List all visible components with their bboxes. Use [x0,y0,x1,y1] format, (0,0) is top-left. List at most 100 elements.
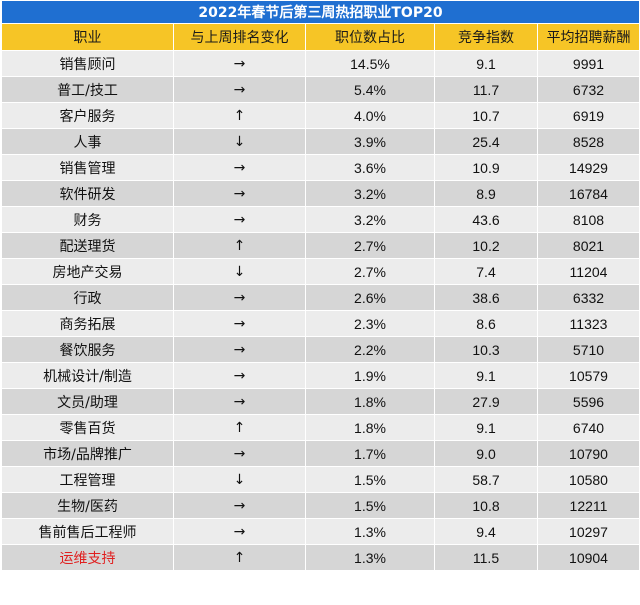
column-header: 平均招聘薪酬 [536,23,640,51]
occupation-cell: 文员/助理 [1,388,174,415]
avg-salary-cell: 8528 [536,128,640,155]
position-share-cell: 2.7% [305,232,435,259]
occupation-cell: 工程管理 [1,466,174,493]
rank-change-cell: → [173,206,306,233]
rank-change-cell: ↑ [173,102,306,129]
table-row: 运维支持 ↑ 1.3% 11.5 10904 [1,544,640,571]
table-row: 零售百货 ↑ 1.8% 9.1 6740 [1,414,640,441]
table-row: 工程管理 ↓ 1.5% 58.7 10580 [1,466,640,493]
position-share-cell: 3.2% [305,206,435,233]
table-row: 房地产交易 ↓ 2.7% 7.4 11204 [1,258,640,285]
position-share-cell: 1.8% [305,414,435,441]
position-share-cell: 2.2% [305,336,435,363]
position-share-cell: 1.3% [305,518,435,545]
occupation-cell: 软件研发 [1,180,174,207]
table-row: 商务拓展 → 2.3% 8.6 11323 [1,310,640,337]
avg-salary-cell: 5596 [536,388,640,415]
position-share-cell: 2.3% [305,310,435,337]
position-share-cell: 4.0% [305,102,435,129]
competition-index-cell: 10.9 [434,154,538,181]
competition-index-cell: 10.3 [434,336,538,363]
table-body: 销售顾问 → 14.5% 9.1 9991 普工/技工 → 5.4% 11.7 6732 客户服务 ↑… [1,50,640,571]
occupation-cell: 行政 [1,284,174,311]
competition-index-cell: 8.9 [434,180,538,207]
avg-salary-cell: 12211 [536,492,640,519]
competition-index-cell: 25.4 [434,128,538,155]
table-row: 销售顾问 → 14.5% 9.1 9991 [1,50,640,77]
position-share-cell: 1.8% [305,388,435,415]
rank-change-cell: → [173,388,306,415]
occupation-cell: 商务拓展 [1,310,174,337]
position-share-cell: 3.2% [305,180,435,207]
competition-index-cell: 10.8 [434,492,538,519]
rank-change-cell: → [173,154,306,181]
rank-change-cell: → [173,492,306,519]
occupation-cell: 普工/技工 [1,76,174,103]
table-row: 人事 ↓ 3.9% 25.4 8528 [1,128,640,155]
column-header: 竞争指数 [434,23,538,51]
rank-change-cell: ↓ [173,128,306,155]
competition-index-cell: 10.2 [434,232,538,259]
position-share-cell: 3.6% [305,154,435,181]
avg-salary-cell: 6732 [536,76,640,103]
rank-change-cell: → [173,76,306,103]
occupation-cell: 市场/品牌推广 [1,440,174,467]
occupation-cell: 配送理货 [1,232,174,259]
rank-change-cell: → [173,336,306,363]
occupation-cell: 客户服务 [1,102,174,129]
competition-index-cell: 43.6 [434,206,538,233]
table-row: 市场/品牌推广 → 1.7% 9.0 10790 [1,440,640,467]
column-header: 职业 [1,23,174,51]
table-row: 售前售后工程师 → 1.3% 9.4 10297 [1,518,640,545]
position-share-cell: 1.3% [305,544,435,571]
avg-salary-cell: 8021 [536,232,640,259]
competition-index-cell: 9.1 [434,50,538,77]
ranking-table: 2022年春节后第三周热招职业TOP20 职业 与上周排名变化 职位数占比 竞争… [0,0,640,571]
occupation-cell: 人事 [1,128,174,155]
competition-index-cell: 9.1 [434,414,538,441]
avg-salary-cell: 6332 [536,284,640,311]
occupation-cell: 机械设计/制造 [1,362,174,389]
table-row: 机械设计/制造 → 1.9% 9.1 10579 [1,362,640,389]
position-share-cell: 2.7% [305,258,435,285]
table-row: 客户服务 ↑ 4.0% 10.7 6919 [1,102,640,129]
competition-index-cell: 38.6 [434,284,538,311]
table-row: 配送理货 ↑ 2.7% 10.2 8021 [1,232,640,259]
avg-salary-cell: 6919 [536,102,640,129]
avg-salary-cell: 9991 [536,50,640,77]
table-row: 软件研发 → 3.2% 8.9 16784 [1,180,640,207]
avg-salary-cell: 10904 [536,544,640,571]
rank-change-cell: → [173,362,306,389]
rank-change-cell: ↑ [173,414,306,441]
rank-change-cell: → [173,440,306,467]
avg-salary-cell: 10297 [536,518,640,545]
table-row: 餐饮服务 → 2.2% 10.3 5710 [1,336,640,363]
rank-change-cell: → [173,50,306,77]
table-row: 财务 → 3.2% 43.6 8108 [1,206,640,233]
table-row: 行政 → 2.6% 38.6 6332 [1,284,640,311]
avg-salary-cell: 14929 [536,154,640,181]
position-share-cell: 14.5% [305,50,435,77]
column-header: 职位数占比 [305,23,435,51]
avg-salary-cell: 5710 [536,336,640,363]
position-share-cell: 1.7% [305,440,435,467]
occupation-cell: 售前售后工程师 [1,518,174,545]
competition-index-cell: 9.4 [434,518,538,545]
occupation-cell: 餐饮服务 [1,336,174,363]
position-share-cell: 2.6% [305,284,435,311]
occupation-cell: 房地产交易 [1,258,174,285]
avg-salary-cell: 8108 [536,206,640,233]
position-share-cell: 3.9% [305,128,435,155]
rank-change-cell: ↑ [173,232,306,259]
avg-salary-cell: 11204 [536,258,640,285]
column-header: 与上周排名变化 [173,23,306,51]
competition-index-cell: 27.9 [434,388,538,415]
competition-index-cell: 11.7 [434,76,538,103]
rank-change-cell: → [173,180,306,207]
title-row: 2022年春节后第三周热招职业TOP20 [0,0,640,24]
competition-index-cell: 9.0 [434,440,538,467]
occupation-cell: 销售顾问 [1,50,174,77]
avg-salary-cell: 11323 [536,310,640,337]
avg-salary-cell: 16784 [536,180,640,207]
